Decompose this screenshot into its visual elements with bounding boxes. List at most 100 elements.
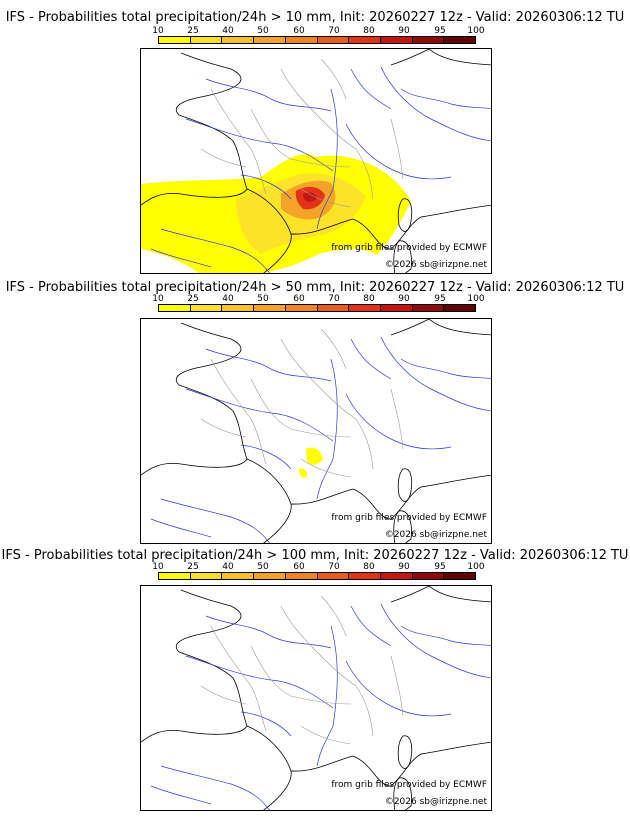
scale-tick-label: 60 <box>293 562 305 572</box>
region-border <box>250 645 352 705</box>
scale-swatch <box>222 305 255 311</box>
river <box>160 228 270 273</box>
scale-tick-label: 60 <box>293 26 305 36</box>
river <box>240 711 292 737</box>
data-source-credit: from grib files provided by ECMWF <box>331 513 487 523</box>
region-border <box>250 378 352 438</box>
color-scale-labels: 10 25 40 50 60 70 80 90 95 100 <box>152 26 484 36</box>
precip-area-10-25 <box>299 468 308 478</box>
sardinia-coastline <box>393 777 412 810</box>
scale-swatch <box>444 305 476 311</box>
corsica-coastline <box>397 468 413 502</box>
map-area: from grib files provided by ECMWF ©2026 … <box>140 48 492 274</box>
scale-swatch <box>380 573 413 579</box>
region-border <box>280 605 374 737</box>
copyright-credit: ©2026 sb@irizpne.net <box>384 797 487 807</box>
scale-tick-label: 50 <box>257 26 269 36</box>
river <box>160 498 270 543</box>
corsica-coastline <box>397 198 413 232</box>
scale-swatch <box>349 305 381 311</box>
scale-swatch <box>222 37 255 43</box>
region-border <box>300 725 352 745</box>
scale-tick-label: 80 <box>363 26 375 36</box>
river <box>380 336 491 412</box>
scale-tick-label: 10 <box>152 294 164 304</box>
scale-tick-label: 50 <box>257 562 269 572</box>
scale-tick-label: 50 <box>257 294 269 304</box>
scale-swatch <box>412 305 445 311</box>
scale-swatch <box>380 37 413 43</box>
sardinia-coastline <box>393 510 412 543</box>
scale-swatch <box>285 37 318 43</box>
scale-swatch <box>444 573 476 579</box>
map-svg <box>141 586 491 810</box>
river <box>350 605 392 647</box>
corsica-coastline <box>397 735 413 769</box>
coastline <box>141 586 491 810</box>
region-border <box>390 118 404 180</box>
river <box>150 518 212 538</box>
scale-tick-label: 100 <box>467 562 485 572</box>
scale-swatch <box>317 573 350 579</box>
coastline <box>141 49 491 273</box>
scale-swatch <box>254 37 286 43</box>
data-source-credit: from grib files provided by ECMWF <box>331 243 487 253</box>
river <box>316 358 338 500</box>
river <box>150 248 212 268</box>
river <box>400 88 491 109</box>
panel-title: IFS - Probabilities total precipitation/… <box>5 280 625 295</box>
scale-tick-label: 70 <box>328 562 340 572</box>
scale-tick-label: 95 <box>434 26 446 36</box>
scale-swatch <box>190 37 223 43</box>
river <box>316 88 338 230</box>
river <box>316 625 338 767</box>
river <box>240 174 292 200</box>
scale-tick-label: 80 <box>363 562 375 572</box>
scale-tick-label: 10 <box>152 562 164 572</box>
scale-swatch <box>254 573 286 579</box>
precip-area-90-95 <box>303 192 317 202</box>
scale-tick-label: 25 <box>187 562 199 572</box>
river <box>205 78 332 112</box>
river <box>345 393 452 450</box>
region-border <box>390 655 404 717</box>
river <box>380 603 491 679</box>
region-border <box>200 685 247 705</box>
map-svg <box>141 49 491 273</box>
scale-tick-label: 10 <box>152 26 164 36</box>
scale-swatch <box>317 305 350 311</box>
scale-swatch <box>380 305 413 311</box>
color-scale-labels: 10 25 40 50 60 70 80 90 95 100 <box>152 294 484 304</box>
precip-area-10-25 <box>306 447 323 465</box>
color-scale-bar <box>158 572 476 580</box>
scale-tick-label: 70 <box>328 294 340 304</box>
color-scale-bar <box>158 304 476 312</box>
region-border <box>200 148 247 168</box>
scale-tick-label: 90 <box>398 562 410 572</box>
sardinia-coastline <box>393 240 412 273</box>
scale-tick-label: 25 <box>187 294 199 304</box>
region-border <box>320 58 347 100</box>
scale-swatch <box>190 573 223 579</box>
panel-title: IFS - Probabilities total precipitation/… <box>5 10 625 25</box>
river <box>160 765 270 810</box>
river <box>345 123 452 180</box>
scale-tick-label: 100 <box>467 26 485 36</box>
scale-swatch <box>254 305 286 311</box>
scale-swatch <box>317 37 350 43</box>
scale-tick-label: 90 <box>398 26 410 36</box>
scale-swatch <box>159 573 191 579</box>
region-border <box>280 68 374 200</box>
scale-tick-label: 95 <box>434 294 446 304</box>
region-border <box>200 418 247 438</box>
scale-tick-label: 40 <box>222 562 234 572</box>
coastline <box>141 319 491 543</box>
region-border <box>300 188 352 208</box>
scale-tick-label: 95 <box>434 562 446 572</box>
region-border <box>390 388 404 450</box>
scale-tick-label: 80 <box>363 294 375 304</box>
river <box>345 660 452 717</box>
region-border <box>250 108 352 168</box>
color-scale-labels: 10 25 40 50 60 70 80 90 95 100 <box>152 562 484 572</box>
region-border <box>300 458 352 478</box>
